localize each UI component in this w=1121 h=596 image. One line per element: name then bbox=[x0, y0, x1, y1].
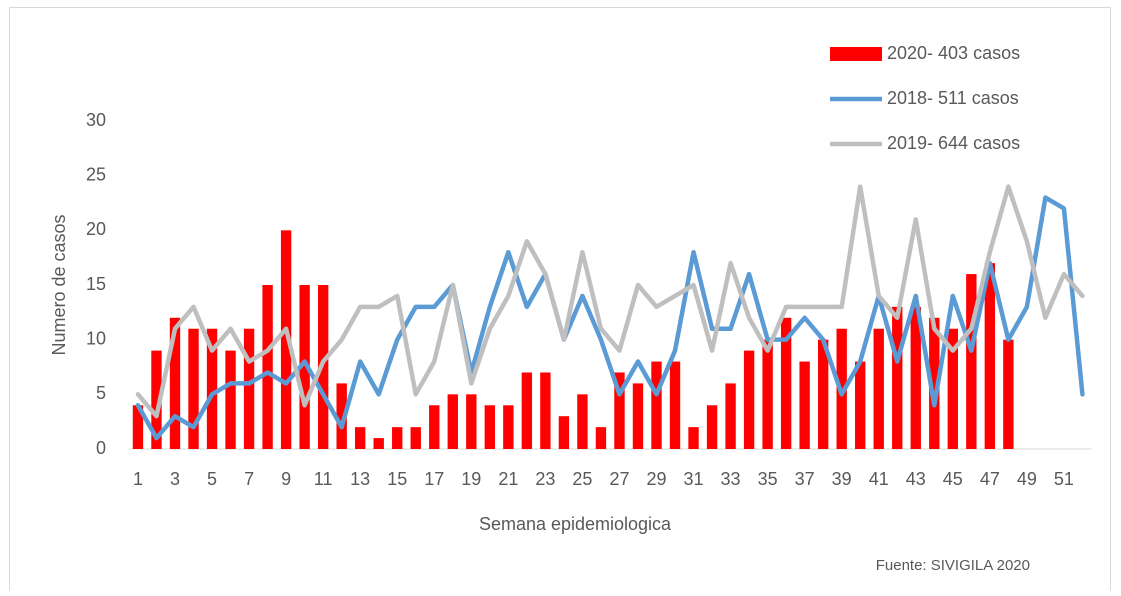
y-tick-label: 20 bbox=[86, 219, 106, 239]
x-tick-label: 5 bbox=[207, 469, 217, 489]
bar bbox=[966, 274, 977, 449]
x-tick-label: 45 bbox=[943, 469, 963, 489]
x-tick-label: 27 bbox=[609, 469, 629, 489]
bar bbox=[225, 350, 236, 449]
x-tick-label: 9 bbox=[281, 469, 291, 489]
x-tick-label: 49 bbox=[1017, 469, 1037, 489]
source-note: Fuente: SIVIGILA 2020 bbox=[876, 557, 1030, 574]
y-tick-label: 10 bbox=[86, 328, 106, 348]
bar bbox=[373, 438, 384, 449]
x-tick-label: 39 bbox=[832, 469, 852, 489]
bar bbox=[503, 405, 514, 449]
x-tick-label: 23 bbox=[535, 469, 555, 489]
y-tick-label: 30 bbox=[86, 110, 106, 130]
x-tick-label: 21 bbox=[498, 469, 518, 489]
bar bbox=[466, 394, 477, 449]
x-tick-label: 37 bbox=[795, 469, 815, 489]
y-tick-label: 25 bbox=[86, 164, 106, 184]
bar bbox=[206, 328, 218, 449]
bar bbox=[151, 350, 162, 449]
x-tick-label: 51 bbox=[1054, 469, 1074, 489]
bar bbox=[299, 285, 310, 449]
bar bbox=[614, 372, 625, 449]
x-tick-label: 19 bbox=[461, 469, 481, 489]
y-tick-label: 15 bbox=[86, 274, 106, 294]
x-tick-label: 35 bbox=[758, 469, 778, 489]
bar bbox=[132, 405, 144, 449]
x-tick-label: 1 bbox=[133, 469, 143, 489]
legend-label: 2020- 403 casos bbox=[887, 43, 1020, 63]
x-axis-title: Semana epidemiologica bbox=[479, 514, 672, 534]
bar bbox=[243, 328, 255, 449]
bar bbox=[651, 361, 662, 449]
y-tick-label: 0 bbox=[96, 438, 106, 458]
bar bbox=[855, 361, 866, 449]
x-tick-label: 17 bbox=[424, 469, 444, 489]
bar bbox=[743, 350, 755, 449]
x-tick-label: 31 bbox=[684, 469, 704, 489]
x-tick-label: 7 bbox=[244, 469, 254, 489]
bar bbox=[984, 263, 996, 449]
y-axis-title: Numero de casos bbox=[49, 214, 69, 355]
bar bbox=[280, 230, 292, 449]
x-tick-label: 15 bbox=[387, 469, 407, 489]
bar bbox=[892, 306, 903, 449]
legend-label: 2018- 511 casos bbox=[887, 88, 1019, 108]
bar bbox=[1003, 339, 1014, 449]
bar bbox=[577, 394, 588, 449]
bar bbox=[410, 427, 421, 449]
bar bbox=[262, 285, 273, 449]
bar bbox=[521, 372, 533, 449]
bar bbox=[762, 339, 773, 449]
bar bbox=[873, 328, 884, 449]
x-tick-label: 43 bbox=[906, 469, 926, 489]
bar bbox=[484, 405, 496, 449]
x-tick-label: 11 bbox=[314, 469, 333, 489]
bar bbox=[910, 306, 921, 449]
bar bbox=[669, 361, 681, 449]
bar bbox=[558, 416, 570, 449]
x-tick-label: 3 bbox=[170, 469, 180, 489]
bar bbox=[706, 405, 718, 449]
bar bbox=[595, 427, 607, 449]
bar bbox=[799, 361, 810, 449]
bar bbox=[780, 317, 792, 449]
x-tick-label: 41 bbox=[869, 469, 889, 489]
x-tick-label: 33 bbox=[721, 469, 741, 489]
bar bbox=[336, 383, 347, 449]
bar bbox=[429, 405, 440, 449]
chart-frame bbox=[9, 7, 1111, 596]
x-tick-label: 29 bbox=[646, 469, 666, 489]
x-tick-label: 47 bbox=[980, 469, 1000, 489]
x-tick-label: 25 bbox=[572, 469, 592, 489]
bar bbox=[188, 328, 199, 449]
bar bbox=[947, 328, 958, 449]
bar bbox=[392, 427, 403, 449]
bar bbox=[688, 427, 699, 449]
bar bbox=[929, 317, 940, 449]
bar bbox=[169, 317, 181, 449]
bar bbox=[447, 394, 458, 449]
line-series bbox=[135, 184, 1085, 419]
bar bbox=[725, 383, 736, 449]
x-tick-label: 13 bbox=[350, 469, 370, 489]
bar bbox=[632, 383, 644, 449]
bar bbox=[540, 372, 551, 449]
legend-label: 2019- 644 casos bbox=[887, 133, 1020, 153]
y-tick-label: 5 bbox=[96, 383, 106, 403]
bar bbox=[817, 339, 829, 449]
legend-swatch bbox=[830, 47, 882, 61]
bar bbox=[355, 427, 366, 449]
